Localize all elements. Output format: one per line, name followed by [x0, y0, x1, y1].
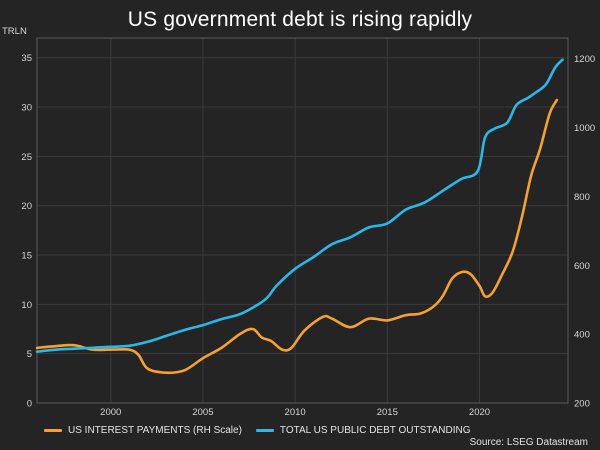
right-tick-label: 600 [574, 261, 590, 272]
x-tick-label: 2020 [469, 407, 490, 418]
x-tick-label: 2010 [285, 407, 306, 418]
series-line-public-debt [35, 58, 564, 353]
legend-item-debt: TOTAL US PUBLIC DEBT OUTSTANDING [255, 424, 471, 436]
right-tick-label: 800 [574, 192, 590, 203]
legend-swatch-debt [255, 428, 274, 432]
x-tick-label: 2000 [100, 407, 121, 418]
left-axis-unit: TRLN [2, 26, 27, 37]
legend-swatch-interest [44, 428, 62, 432]
x-tick-label: 2005 [192, 407, 213, 418]
legend-item-interest: US INTEREST PAYMENTS (RH Scale) [44, 425, 242, 436]
right-tick-label: 200 [574, 399, 590, 410]
right-tick-label: 1200 [574, 54, 595, 65]
legend-label-interest: US INTEREST PAYMENTS (RH Scale) [68, 424, 242, 436]
left-tick-label: 5 [27, 349, 32, 360]
x-tick-label: 2015 [377, 407, 398, 418]
left-tick-label: 0 [27, 399, 32, 410]
source-note: Source: LSEG Datastream [469, 437, 588, 448]
chart-title: US government debt is rising rapidly [127, 8, 473, 31]
series-line-interest-payments [35, 98, 559, 375]
left-tick-label: 10 [21, 300, 32, 311]
left-tick-label: 25 [21, 152, 32, 163]
axis-ticks: 0 5 10 15 20 25 30 35 200 400 600 800 1000 1200 2000 20… [21, 53, 595, 418]
right-tick-label: 1000 [574, 123, 595, 134]
left-tick-label: 30 [21, 103, 32, 114]
legend: US INTEREST PAYMENTS (RH Scale) TOTAL US… [44, 423, 485, 437]
legend-label-debt: TOTAL US PUBLIC DEBT OUTSTANDING [279, 424, 471, 436]
right-tick-label: 400 [574, 330, 590, 341]
left-tick-label: 35 [21, 53, 32, 64]
left-tick-label: 20 [21, 201, 32, 212]
plot-frame [36, 37, 569, 404]
series-lines [35, 58, 564, 375]
left-tick-label: 15 [21, 251, 32, 262]
